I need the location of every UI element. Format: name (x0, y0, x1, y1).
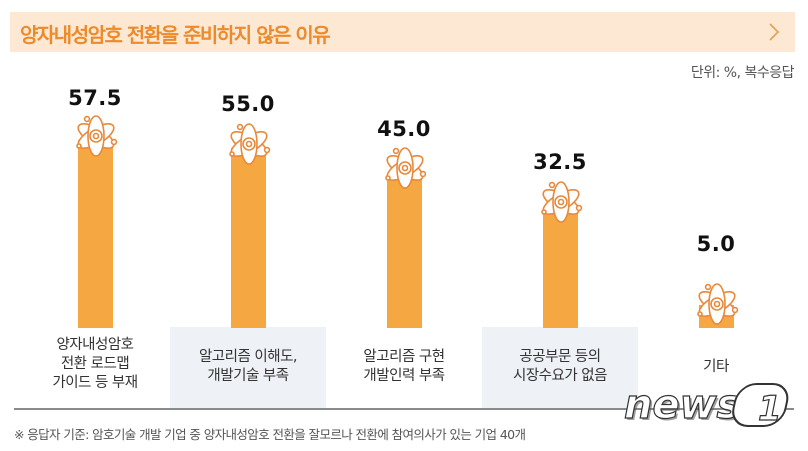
bar-value: 57.5 (68, 86, 122, 110)
chart-column-4: 32.5 공공부문 등의 시장수요가 없음 (482, 0, 638, 451)
footnote: ※ 응답자 기준: 암호기술 개발 기업 중 양자내성암호 전환을 잘모르나 전… (14, 427, 526, 442)
category-label: 공공부문 등의 시장수요가 없음 (513, 349, 608, 384)
bar (231, 148, 266, 328)
atom-icon (226, 121, 272, 167)
chart-title: 양자내성암호 전환을 준비하지 않은 이유 (20, 23, 331, 47)
unit-label: 단위: %, 복수응답 (690, 65, 795, 81)
news1-watermark-logo: news news 1 (623, 381, 789, 430)
bar-value: 5.0 (696, 232, 736, 256)
atom-icon (382, 145, 428, 191)
bar-value: 32.5 (533, 150, 587, 174)
category-panel (170, 327, 326, 408)
chart-column-2: 55.0 알고리즘 이해도, 개발기술 부족 (170, 0, 326, 451)
svg-text:news: news (624, 382, 740, 428)
title-banner: 양자내성암호 전환을 준비하지 않은 이유 (10, 12, 795, 52)
bar (78, 140, 113, 328)
atom-icon (73, 113, 119, 159)
atom-icon (538, 179, 584, 225)
category-label: 알고리즘 이해도, 개발기술 부족 (198, 349, 298, 384)
bar (543, 207, 578, 328)
bar-value: 55.0 (221, 92, 275, 116)
svg-text:1: 1 (758, 389, 782, 429)
chart-column-5: 5.0 기타 (638, 0, 794, 451)
chevron-right-icon[interactable] (763, 21, 785, 43)
bar (387, 175, 422, 328)
category-label: 알고리즘 구현 개발인력 부족 (363, 349, 445, 384)
category-label: 양자내성암호 전환 로드맵 가이드 등 부재 (52, 337, 138, 391)
bar-value: 45.0 (377, 117, 431, 141)
category-panel (482, 327, 638, 408)
atom-icon (694, 281, 740, 327)
category-label: 기타 (703, 359, 729, 375)
baseline-divider (14, 408, 794, 410)
svg-text:news: news (626, 384, 742, 430)
chart-column-1: 57.5 양자내성암호 전환 로드맵 가이드 등 부재 (17, 0, 173, 451)
chart-column-3: 45.0 알고리즘 구현 개발인력 부족 (326, 0, 482, 451)
